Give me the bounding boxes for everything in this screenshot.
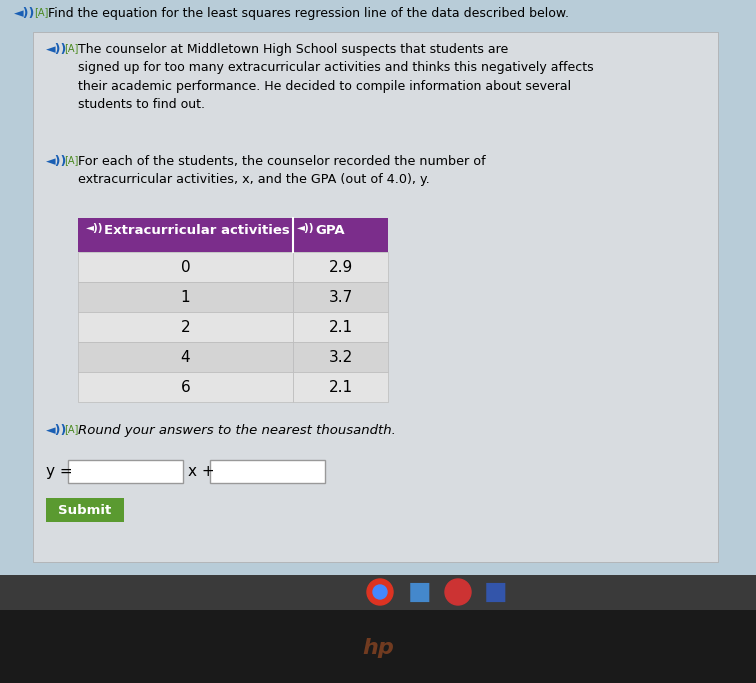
Text: Round your answers to the nearest thousandth.: Round your answers to the nearest thousa… <box>78 424 396 437</box>
Text: ◄)): ◄)) <box>86 223 104 233</box>
FancyBboxPatch shape <box>293 312 388 342</box>
FancyBboxPatch shape <box>210 460 325 483</box>
FancyBboxPatch shape <box>78 312 293 342</box>
Circle shape <box>445 579 471 605</box>
Text: 2.1: 2.1 <box>328 380 352 395</box>
Text: hp: hp <box>362 638 394 658</box>
Text: ◄)): ◄)) <box>46 155 67 168</box>
Text: The counselor at Middletown High School suspects that students are
signed up for: The counselor at Middletown High School … <box>78 43 593 111</box>
FancyBboxPatch shape <box>293 282 388 312</box>
FancyBboxPatch shape <box>293 252 388 282</box>
Text: 2.1: 2.1 <box>328 320 352 335</box>
Text: 2: 2 <box>181 320 191 335</box>
Text: 3.7: 3.7 <box>328 290 352 305</box>
Text: [A]: [A] <box>34 7 48 17</box>
FancyBboxPatch shape <box>78 252 293 282</box>
Text: GPA: GPA <box>315 224 345 237</box>
Text: ◄)): ◄)) <box>14 7 36 20</box>
Text: 2.9: 2.9 <box>328 260 352 275</box>
FancyBboxPatch shape <box>0 575 756 610</box>
FancyBboxPatch shape <box>68 460 183 483</box>
Text: ◄)): ◄)) <box>46 43 67 56</box>
FancyBboxPatch shape <box>293 372 388 402</box>
FancyBboxPatch shape <box>293 342 388 372</box>
Text: [A]: [A] <box>64 155 79 165</box>
Circle shape <box>367 579 393 605</box>
FancyBboxPatch shape <box>0 610 756 683</box>
Text: Find the equation for the least squares regression line of the data described be: Find the equation for the least squares … <box>48 7 569 20</box>
Text: ◄)): ◄)) <box>297 223 314 233</box>
Text: ■: ■ <box>408 580 432 604</box>
Text: 4: 4 <box>181 350 191 365</box>
Circle shape <box>373 585 387 599</box>
FancyBboxPatch shape <box>78 218 388 252</box>
Text: For each of the students, the counselor recorded the number of
extracurricular a: For each of the students, the counselor … <box>78 155 485 186</box>
Text: y =: y = <box>46 464 73 479</box>
FancyBboxPatch shape <box>78 282 293 312</box>
FancyBboxPatch shape <box>78 342 293 372</box>
Text: ◄)): ◄)) <box>46 424 67 437</box>
Text: [A]: [A] <box>64 424 79 434</box>
FancyBboxPatch shape <box>78 372 293 402</box>
Text: 0: 0 <box>181 260 191 275</box>
Text: Submit: Submit <box>58 503 112 516</box>
Text: [A]: [A] <box>64 43 79 53</box>
Text: 1: 1 <box>181 290 191 305</box>
Text: 3.2: 3.2 <box>328 350 352 365</box>
FancyBboxPatch shape <box>33 32 718 562</box>
Text: ■: ■ <box>484 580 508 604</box>
Text: 6: 6 <box>181 380 191 395</box>
Text: Extracurricular activities: Extracurricular activities <box>104 224 290 237</box>
FancyBboxPatch shape <box>46 498 124 522</box>
Text: x +: x + <box>188 464 215 479</box>
